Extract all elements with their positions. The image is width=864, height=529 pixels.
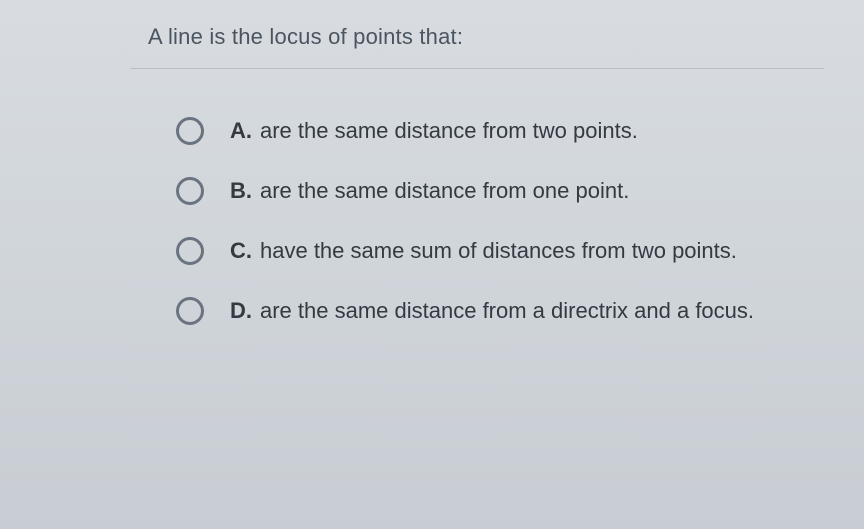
quiz-container: A line is the locus of points that: A. a… xyxy=(0,0,864,325)
radio-c[interactable] xyxy=(176,237,204,265)
options-list: A. are the same distance from two points… xyxy=(0,69,864,325)
option-d-letter: D. xyxy=(230,298,252,324)
radio-b[interactable] xyxy=(176,177,204,205)
option-b-letter: B. xyxy=(230,178,252,204)
option-c[interactable]: C. have the same sum of distances from t… xyxy=(176,237,864,265)
option-d-text: are the same distance from a directrix a… xyxy=(260,298,754,324)
option-b-text: are the same distance from one point. xyxy=(260,178,629,204)
option-a-label: A. are the same distance from two points… xyxy=(230,118,638,144)
option-b-label: B. are the same distance from one point. xyxy=(230,178,629,204)
option-a-letter: A. xyxy=(230,118,252,144)
option-d-label: D. are the same distance from a directri… xyxy=(230,298,754,324)
option-b[interactable]: B. are the same distance from one point. xyxy=(176,177,864,205)
question-prompt: A line is the locus of points that: xyxy=(0,24,864,50)
radio-a[interactable] xyxy=(176,117,204,145)
option-a-text: are the same distance from two points. xyxy=(260,118,638,144)
option-c-text: have the same sum of distances from two … xyxy=(260,238,737,264)
option-c-label: C. have the same sum of distances from t… xyxy=(230,238,737,264)
option-d[interactable]: D. are the same distance from a directri… xyxy=(176,297,864,325)
option-c-letter: C. xyxy=(230,238,252,264)
option-a[interactable]: A. are the same distance from two points… xyxy=(176,117,864,145)
radio-d[interactable] xyxy=(176,297,204,325)
